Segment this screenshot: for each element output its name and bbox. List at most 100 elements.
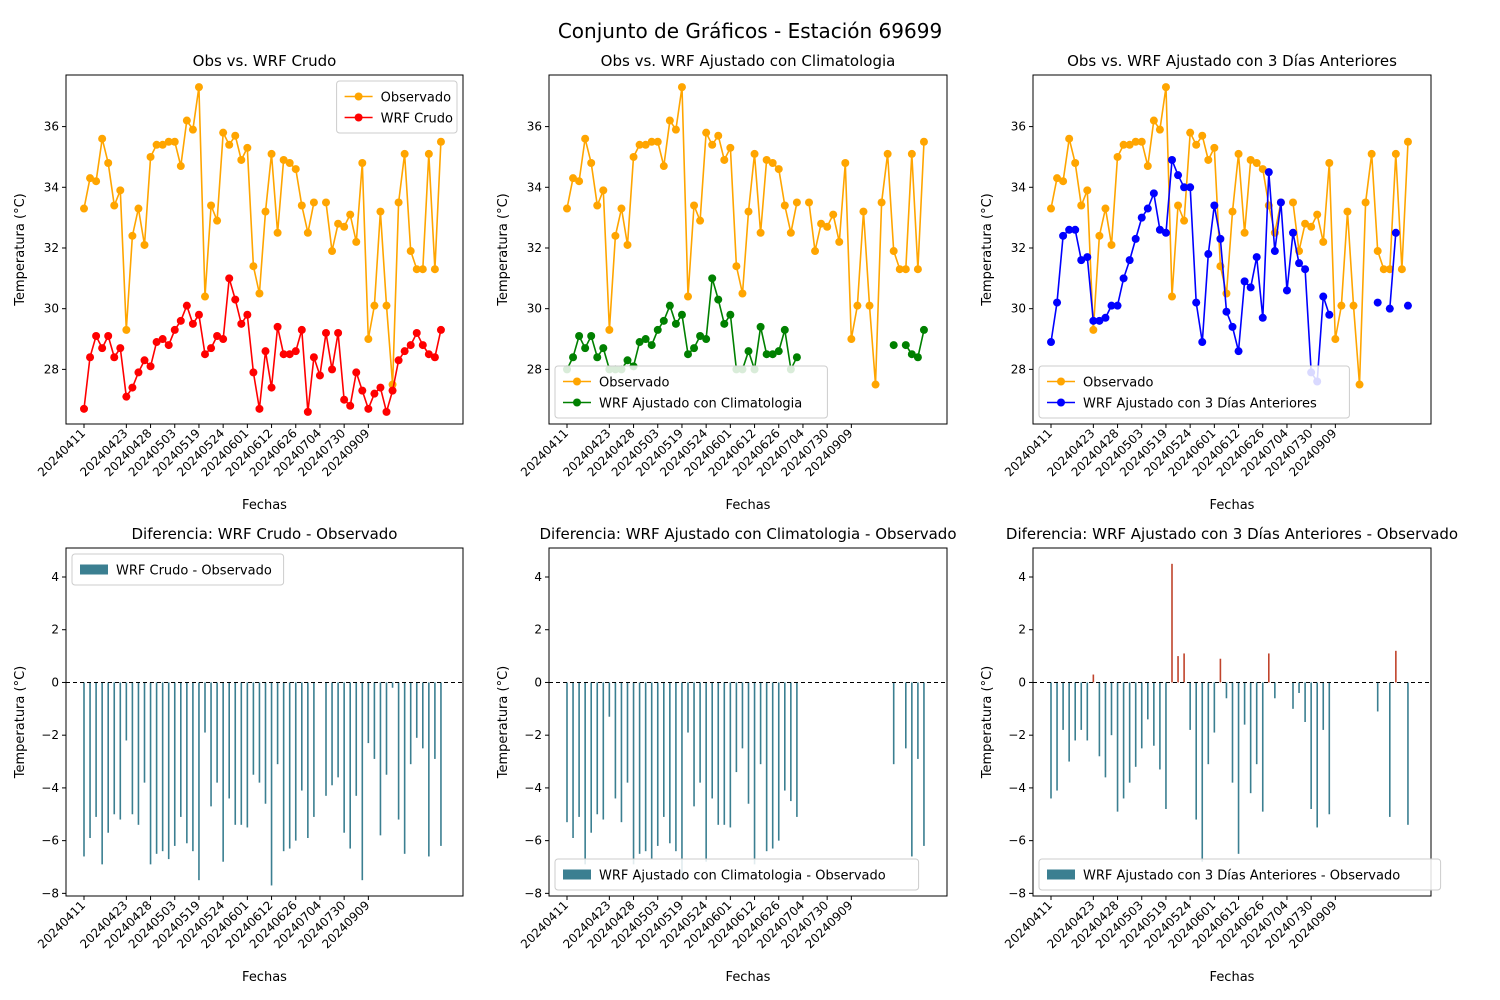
data-point (182, 116, 191, 125)
data-point (641, 335, 650, 344)
data-point (1107, 240, 1116, 249)
data-point (128, 383, 137, 392)
bar (270, 682, 273, 886)
bar (1328, 682, 1331, 815)
data-point (1295, 259, 1304, 268)
bar (1231, 682, 1234, 783)
bar (83, 682, 85, 857)
bar (313, 682, 315, 817)
data-point (1143, 162, 1152, 171)
data-point (86, 353, 95, 362)
data-point (659, 162, 668, 171)
data-point (1355, 380, 1364, 389)
y-tick-label: 2 (51, 623, 59, 637)
data-point (1264, 168, 1273, 177)
data-point (116, 186, 125, 195)
data-point (786, 228, 795, 237)
bar (1261, 682, 1264, 812)
data-point (623, 356, 632, 365)
data-point (1077, 256, 1086, 265)
bar (180, 682, 182, 817)
data-point (684, 292, 692, 301)
legend-swatch (563, 869, 591, 880)
data-point (364, 335, 373, 344)
data-point (889, 341, 898, 350)
bar (198, 682, 200, 881)
data-point (913, 265, 922, 274)
bar (204, 682, 206, 733)
series-wrf (563, 274, 928, 374)
data-point (629, 152, 638, 161)
data-point (382, 407, 391, 416)
data-point (1174, 201, 1183, 210)
x-axis-label: Fechas (242, 970, 287, 985)
data-point (418, 341, 427, 350)
data-point (219, 128, 228, 137)
bar (1189, 682, 1191, 730)
data-point (1258, 313, 1267, 322)
bar (355, 682, 358, 796)
data-point (164, 341, 173, 350)
data-point (744, 347, 753, 356)
y-tick-label: −2 (41, 728, 59, 742)
data-point (370, 301, 379, 310)
data-point (1047, 204, 1055, 213)
y-tick-label: 36 (44, 120, 59, 134)
legend-swatch (1047, 869, 1075, 880)
bar (1298, 682, 1300, 693)
y-tick-label: −4 (524, 781, 542, 795)
data-point (817, 219, 826, 228)
data-point (823, 222, 832, 231)
y-tick-label: 30 (527, 302, 542, 316)
data-point (412, 328, 421, 337)
data-point (1077, 201, 1086, 210)
data-point (346, 210, 355, 219)
data-point (1313, 210, 1322, 219)
data-point (309, 353, 318, 362)
bar (149, 682, 152, 865)
bar (693, 682, 695, 807)
bar (1110, 682, 1113, 736)
series-observado (563, 83, 928, 389)
bar (1177, 656, 1179, 683)
data-point (1149, 116, 1158, 125)
y-tick-label: −6 (41, 834, 59, 848)
bar (759, 682, 762, 765)
bar (161, 682, 164, 852)
bar (669, 682, 671, 844)
chart-title: Obs vs. WRF Ajustado con 3 Días Anterior… (1067, 52, 1397, 70)
data-point (1083, 186, 1092, 195)
data-point (80, 204, 88, 213)
data-point (110, 353, 119, 362)
data-point (696, 331, 705, 340)
data-point (128, 231, 137, 240)
data-point (436, 137, 445, 146)
data-point (164, 137, 173, 146)
data-point (859, 207, 868, 216)
data-point (273, 322, 282, 331)
data-point (182, 301, 191, 310)
plot-area (1047, 83, 1412, 389)
legend-label: WRF Ajustado con Climatologia (599, 397, 802, 412)
data-point (249, 262, 258, 271)
legend: WRF Crudo - Observado (71, 553, 285, 586)
data-point (80, 404, 88, 413)
y-tick-label: 34 (1011, 180, 1026, 194)
data-point (1403, 137, 1412, 146)
data-point (1319, 237, 1328, 246)
data-point (170, 137, 179, 146)
bar (717, 682, 720, 825)
legend-label: WRF Ajustado con 3 Días Anteriores - Obs… (1083, 869, 1400, 884)
data-point (92, 177, 101, 186)
data-point (273, 228, 282, 237)
data-point (677, 310, 686, 319)
data-point (231, 131, 240, 140)
bar (1225, 682, 1228, 699)
data-point (647, 137, 656, 146)
data-point (122, 325, 131, 334)
data-point (913, 353, 922, 362)
data-point (1053, 298, 1062, 307)
data-point (665, 301, 674, 310)
bar (723, 682, 726, 825)
data-point (671, 125, 680, 134)
